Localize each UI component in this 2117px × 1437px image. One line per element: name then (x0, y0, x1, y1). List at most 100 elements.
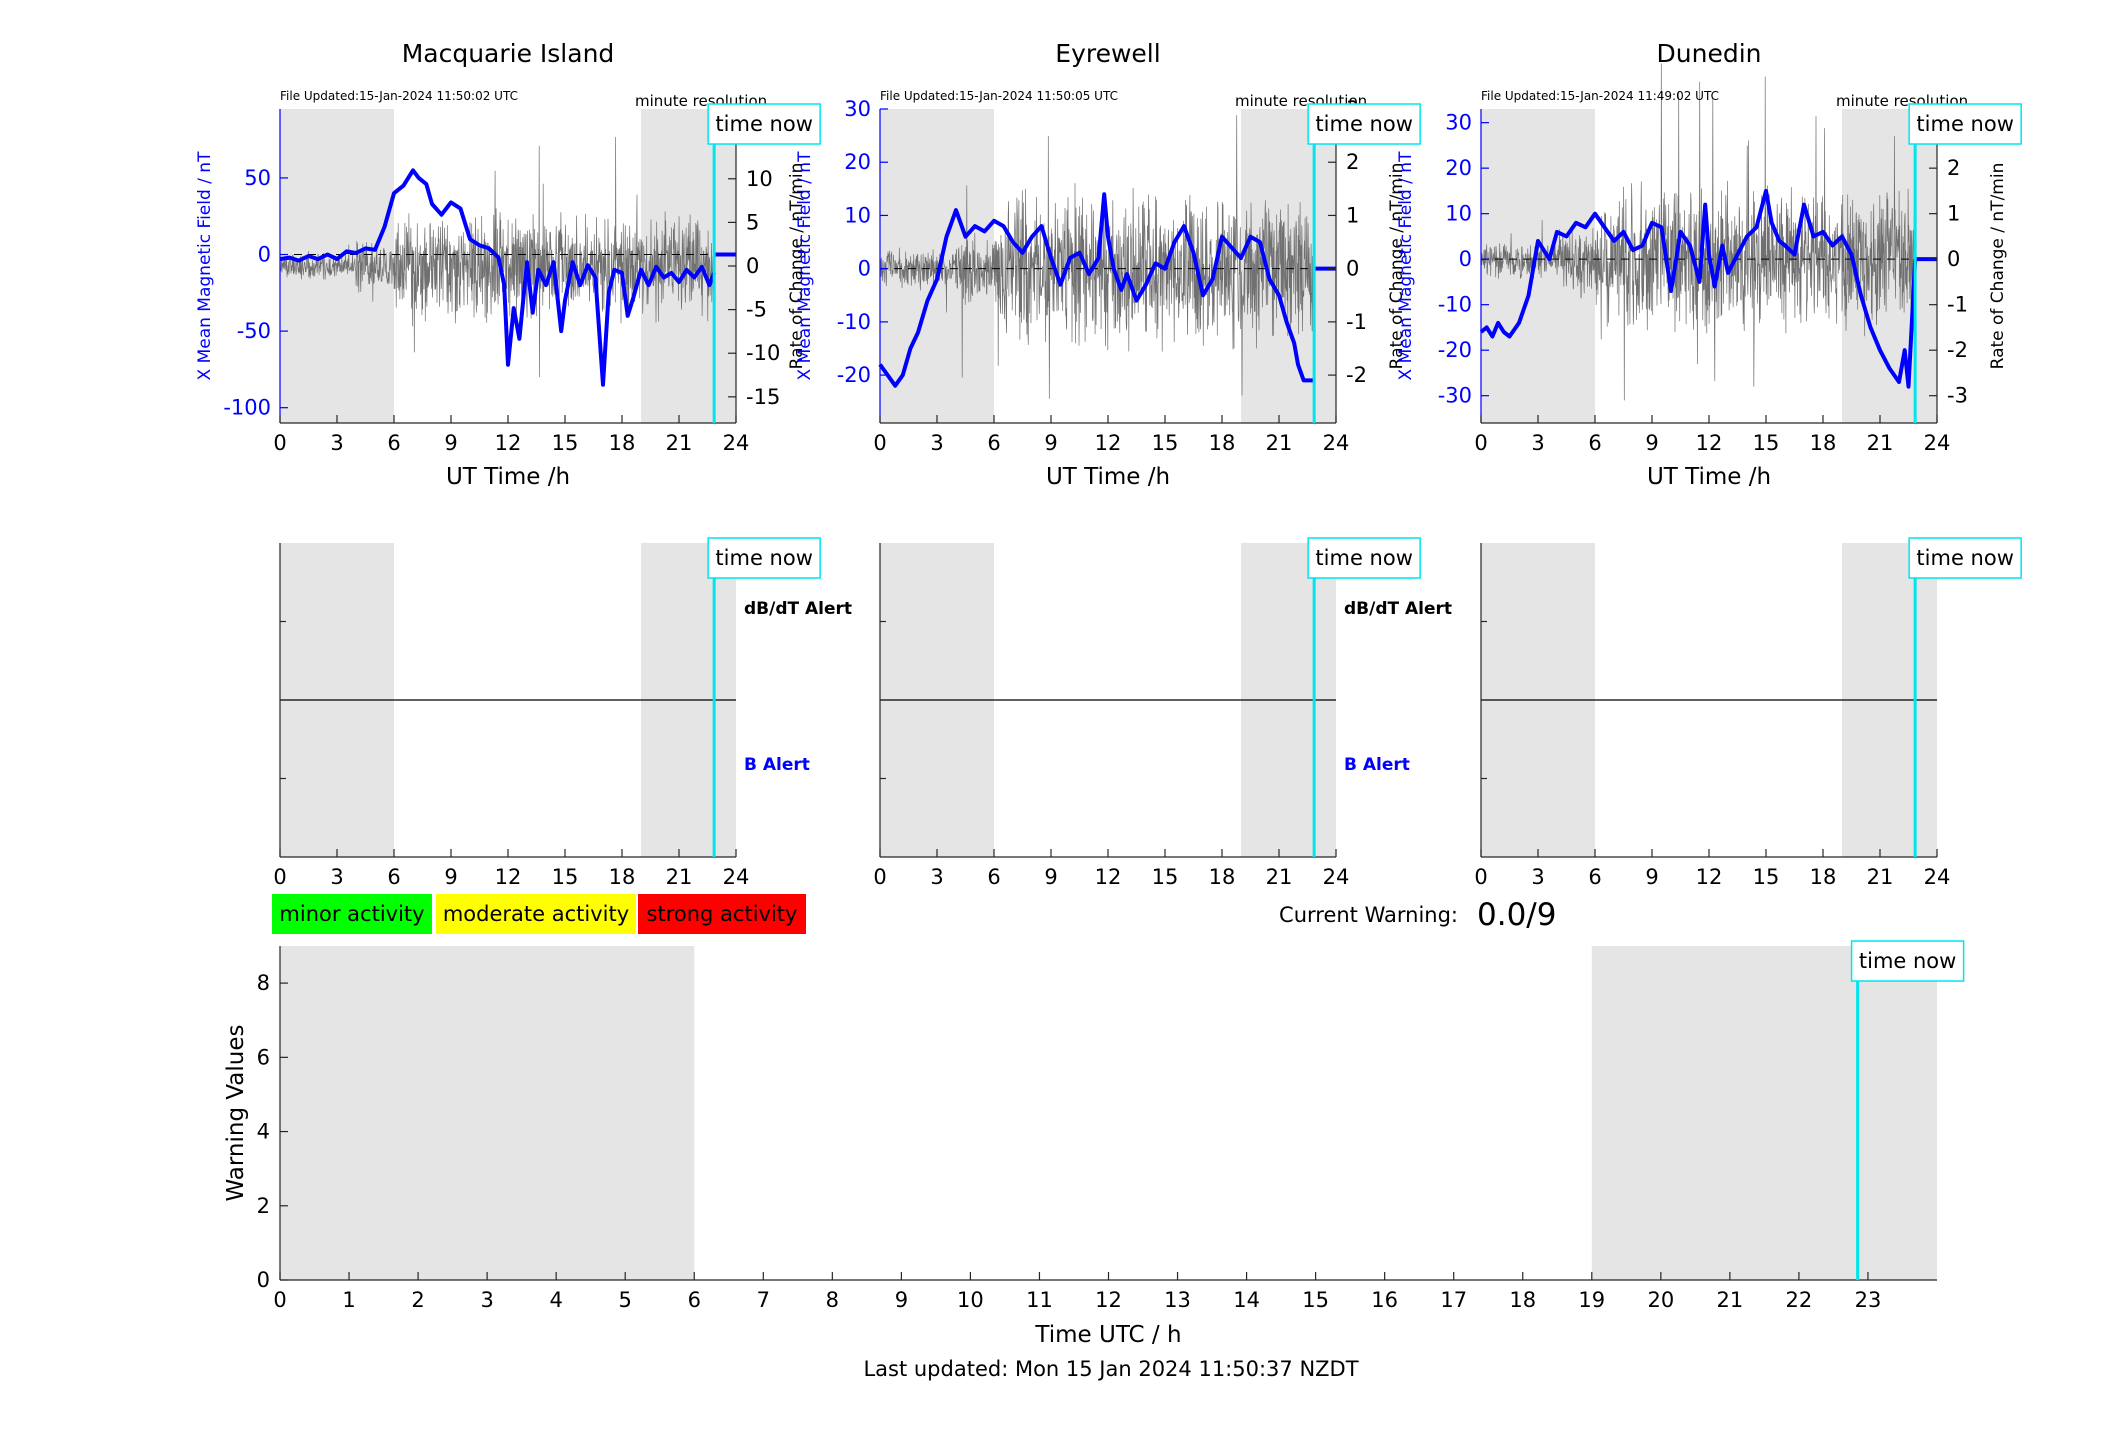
x-tick-label: 15 (1302, 1288, 1329, 1312)
right-y-tick-label: 2 (1947, 156, 1960, 180)
x-tick-label: 15 (552, 431, 579, 455)
left-y-tick-label: 10 (844, 203, 871, 227)
left-y-tick-label: -100 (223, 396, 271, 420)
x-tick-label: 15 (1152, 865, 1179, 889)
field-series-line (279, 168, 717, 387)
left-y-tick-label: -20 (1438, 338, 1472, 362)
right-y-tick-label: 0 (746, 254, 759, 278)
x-tick-label: 12 (495, 431, 522, 455)
rate-of-change-trace (1480, 63, 1916, 401)
last-updated: Last updated: Mon 15 Jan 2024 11:50:37 N… (863, 1357, 1358, 1381)
dbdt-alert-label: dB/dT Alert (744, 599, 852, 619)
dbdt-alert-label: dB/dT Alert (1344, 599, 1452, 619)
field-series-line (1479, 188, 1918, 389)
warning-y-tick-label: 6 (257, 1045, 270, 1069)
alert-panel-1: 0 3 6 9 12 15 18 21 24 dB/dT Alert B Alert time now (273, 537, 852, 889)
x-tick-label: 21 (1867, 431, 1894, 455)
x-tick-label: 24 (1323, 431, 1350, 455)
x-tick-label: 9 (895, 1288, 908, 1312)
x-tick-label: 3 (480, 1288, 493, 1312)
x-tick-label: 23 (1855, 1288, 1882, 1312)
x-tick-label: 21 (1266, 431, 1293, 455)
right-y-tick-label: 1 (1947, 202, 1960, 226)
x-tick-label: 3 (930, 865, 943, 889)
time-now-label: time now (1859, 949, 1956, 973)
night-shade (280, 946, 695, 1280)
x-tick-label: 21 (666, 431, 693, 455)
time-now-box (707, 537, 821, 579)
left-y-tick-label: 20 (1445, 156, 1472, 180)
station-panel-3: 03691215182124-30-20-100102030-3-2-10123… (1396, 39, 2022, 490)
x-tick-label: 5 (619, 1288, 632, 1312)
panels: 03691215182124-100-50050-15-10-5051015Ma… (195, 39, 2022, 1348)
x-tick-label: 21 (666, 865, 693, 889)
x-tick-label: 9 (444, 431, 457, 455)
right-y-tick-label: -2 (1346, 363, 1367, 387)
x-tick-label: 1 (342, 1288, 355, 1312)
x-tick-label: 22 (1786, 1288, 1813, 1312)
left-y-tick-label: 0 (258, 243, 271, 267)
legend-label-moderate: moderate activity (443, 902, 629, 926)
b-alert-label: B Alert (1344, 755, 1410, 775)
left-y-tick-label: -10 (837, 310, 871, 334)
right-y-tick-label: -1 (1346, 310, 1367, 334)
x-tick-label: 6 (1588, 865, 1601, 889)
x-tick-label: 17 (1440, 1288, 1467, 1312)
x-tick-label: 9 (1645, 431, 1658, 455)
right-y-tick-label: 0 (1346, 257, 1359, 281)
left-y-axis-title: X Mean Magnetic Field / nT (795, 151, 815, 381)
x-tick-label: 2 (411, 1288, 424, 1312)
right-y-tick-label: 10 (746, 167, 773, 191)
right-y-axis-title: Rate of Change / nT/min (1387, 163, 1407, 370)
file-updated-label: File Updated:15-Jan-2024 11:49:02 UTC (1481, 89, 1719, 103)
x-tick-label: 10 (957, 1288, 984, 1312)
x-tick-label: 6 (688, 1288, 701, 1312)
time-now-box (1908, 537, 2022, 579)
x-tick-label: 21 (1266, 865, 1293, 889)
left-y-axis-title: X Mean Magnetic Field / nT (195, 151, 215, 381)
x-tick-label: 0 (873, 431, 886, 455)
x-tick-label: 15 (552, 865, 579, 889)
x-tick-label: 6 (1588, 431, 1601, 455)
left-y-tick-label: -20 (837, 363, 871, 387)
right-y-tick-label: -1 (1947, 293, 1968, 317)
x-tick-label: 6 (387, 865, 400, 889)
x-tick-label: 9 (1645, 865, 1658, 889)
x-tick-label: 0 (873, 865, 886, 889)
time-now-label: time now (1916, 546, 2013, 570)
left-y-tick-label: 10 (1445, 202, 1472, 226)
right-y-tick-label: 2 (1346, 150, 1359, 174)
x-tick-label: 4 (549, 1288, 562, 1312)
x-tick-label: 12 (1095, 865, 1122, 889)
x-tick-label: 12 (1095, 1288, 1122, 1312)
x-tick-label: 3 (1531, 431, 1544, 455)
warning-y-axis-title: Warning Values (223, 1024, 249, 1201)
x-tick-label: 0 (273, 431, 286, 455)
x-tick-label: 9 (1044, 865, 1057, 889)
x-axis-title: UT Time /h (1647, 464, 1771, 490)
time-now-box (1850, 940, 1965, 982)
right-y-tick-label: -2 (1947, 338, 1968, 362)
current-warning-value: 0.0/9 (1477, 897, 1556, 933)
x-tick-label: 3 (330, 431, 343, 455)
x-tick-label: 21 (1717, 1288, 1744, 1312)
right-y-tick-label: -5 (746, 298, 767, 322)
time-now-box (1307, 103, 1421, 145)
x-tick-label: 0 (273, 865, 286, 889)
left-y-tick-label: 30 (1445, 111, 1472, 135)
x-axis-title: UT Time /h (1046, 464, 1170, 490)
warning-values-chart: 0 1 2 3 4 5 6 7 8 9 10 11 12 13 14 15 16 17 18 19 20 21 22 2302… (223, 940, 1965, 1348)
x-tick-label: 7 (757, 1288, 770, 1312)
legend-swatch-strong (638, 894, 806, 934)
x-tick-label: 18 (609, 431, 636, 455)
x-tick-label: 15 (1152, 431, 1179, 455)
legend-label-minor: minor activity (279, 902, 424, 926)
alert-panel-3: 0 3 6 9 12 15 18 21 24 time now (1474, 537, 2022, 889)
left-y-tick-label: -10 (1438, 293, 1472, 317)
alert-panel-2: 0 3 6 9 12 15 18 21 24 dB/dT Alert B Alert time now (873, 537, 1452, 889)
time-now-label: time now (1315, 546, 1412, 570)
left-y-tick-label: -30 (1438, 384, 1472, 408)
x-tick-label: 21 (1867, 865, 1894, 889)
time-now-box (1307, 537, 1421, 579)
rate-of-change-trace (879, 115, 1315, 399)
